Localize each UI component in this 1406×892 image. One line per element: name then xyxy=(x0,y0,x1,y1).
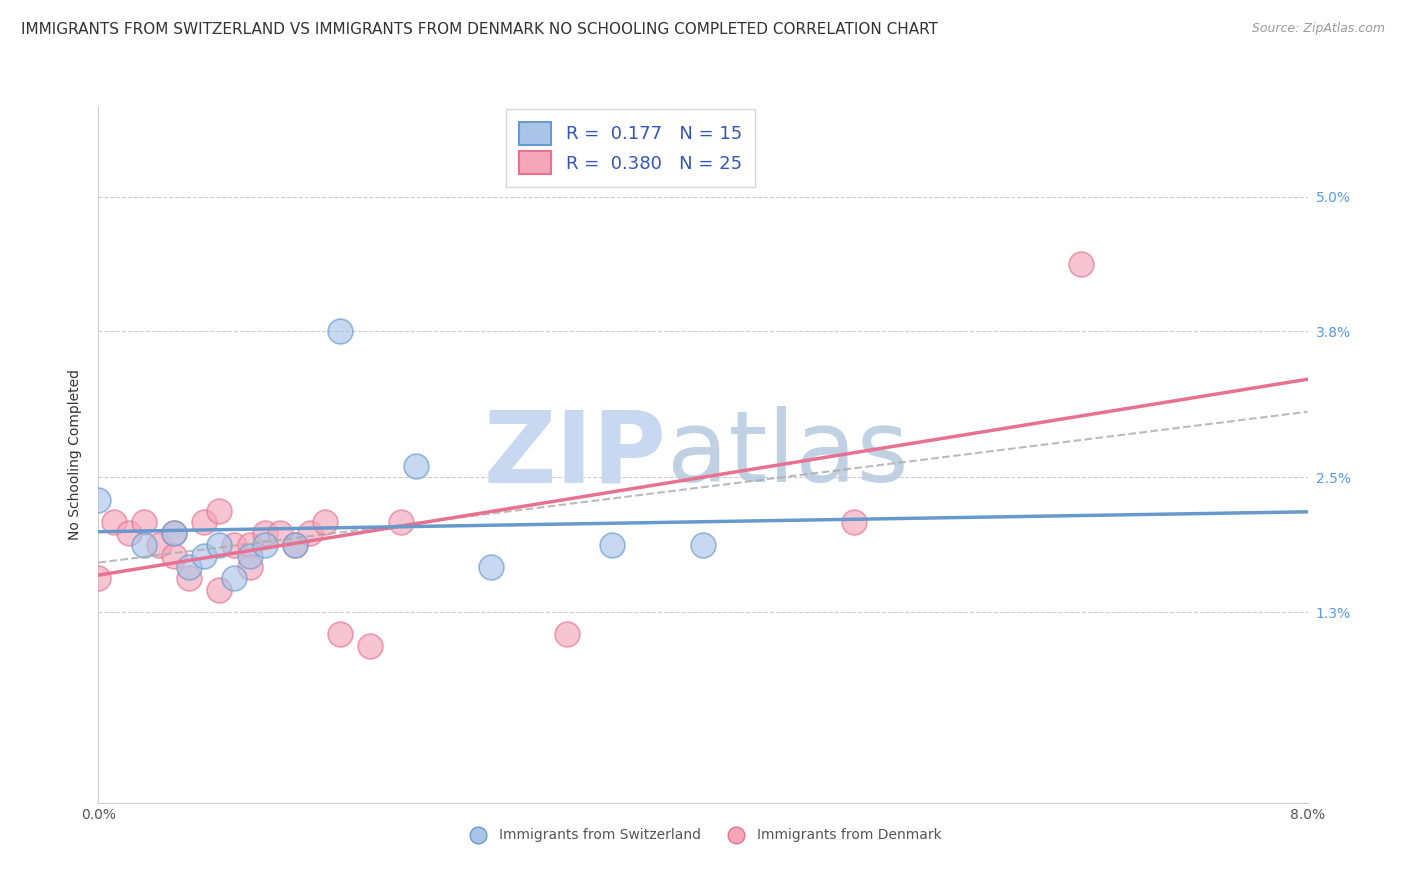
Point xyxy=(253,526,276,541)
Point xyxy=(253,538,276,552)
Point xyxy=(329,325,352,339)
Point xyxy=(692,538,714,552)
Point xyxy=(224,538,246,552)
Point xyxy=(1070,257,1092,271)
Point xyxy=(208,582,231,597)
Point xyxy=(118,526,141,541)
Point xyxy=(193,515,215,529)
Point xyxy=(87,571,110,585)
Point xyxy=(239,549,262,563)
Point xyxy=(179,560,201,574)
Point xyxy=(284,538,307,552)
Point xyxy=(481,560,503,574)
Point xyxy=(284,538,307,552)
Point xyxy=(405,459,427,474)
Y-axis label: No Schooling Completed: No Schooling Completed xyxy=(69,369,83,541)
Point xyxy=(103,515,125,529)
Point xyxy=(555,627,578,641)
Point xyxy=(329,627,352,641)
Point xyxy=(148,538,170,552)
Point xyxy=(360,639,382,653)
Point xyxy=(132,538,155,552)
Point xyxy=(163,549,186,563)
Point xyxy=(844,515,866,529)
Point xyxy=(208,538,231,552)
Text: ZIP: ZIP xyxy=(484,407,666,503)
Point xyxy=(389,515,412,529)
Text: atlas: atlas xyxy=(666,407,908,503)
Point xyxy=(87,492,110,507)
Point xyxy=(239,560,262,574)
Point xyxy=(163,526,186,541)
Point xyxy=(163,526,186,541)
Text: IMMIGRANTS FROM SWITZERLAND VS IMMIGRANTS FROM DENMARK NO SCHOOLING COMPLETED CO: IMMIGRANTS FROM SWITZERLAND VS IMMIGRANT… xyxy=(21,22,938,37)
Point xyxy=(193,549,215,563)
Point xyxy=(602,538,624,552)
Point xyxy=(269,526,291,541)
Point xyxy=(208,504,231,518)
Point xyxy=(314,515,336,529)
Point xyxy=(132,515,155,529)
Text: Source: ZipAtlas.com: Source: ZipAtlas.com xyxy=(1251,22,1385,36)
Point xyxy=(299,526,322,541)
Point xyxy=(179,571,201,585)
Point xyxy=(224,571,246,585)
Legend: Immigrants from Switzerland, Immigrants from Denmark: Immigrants from Switzerland, Immigrants … xyxy=(458,823,948,848)
Point xyxy=(239,538,262,552)
